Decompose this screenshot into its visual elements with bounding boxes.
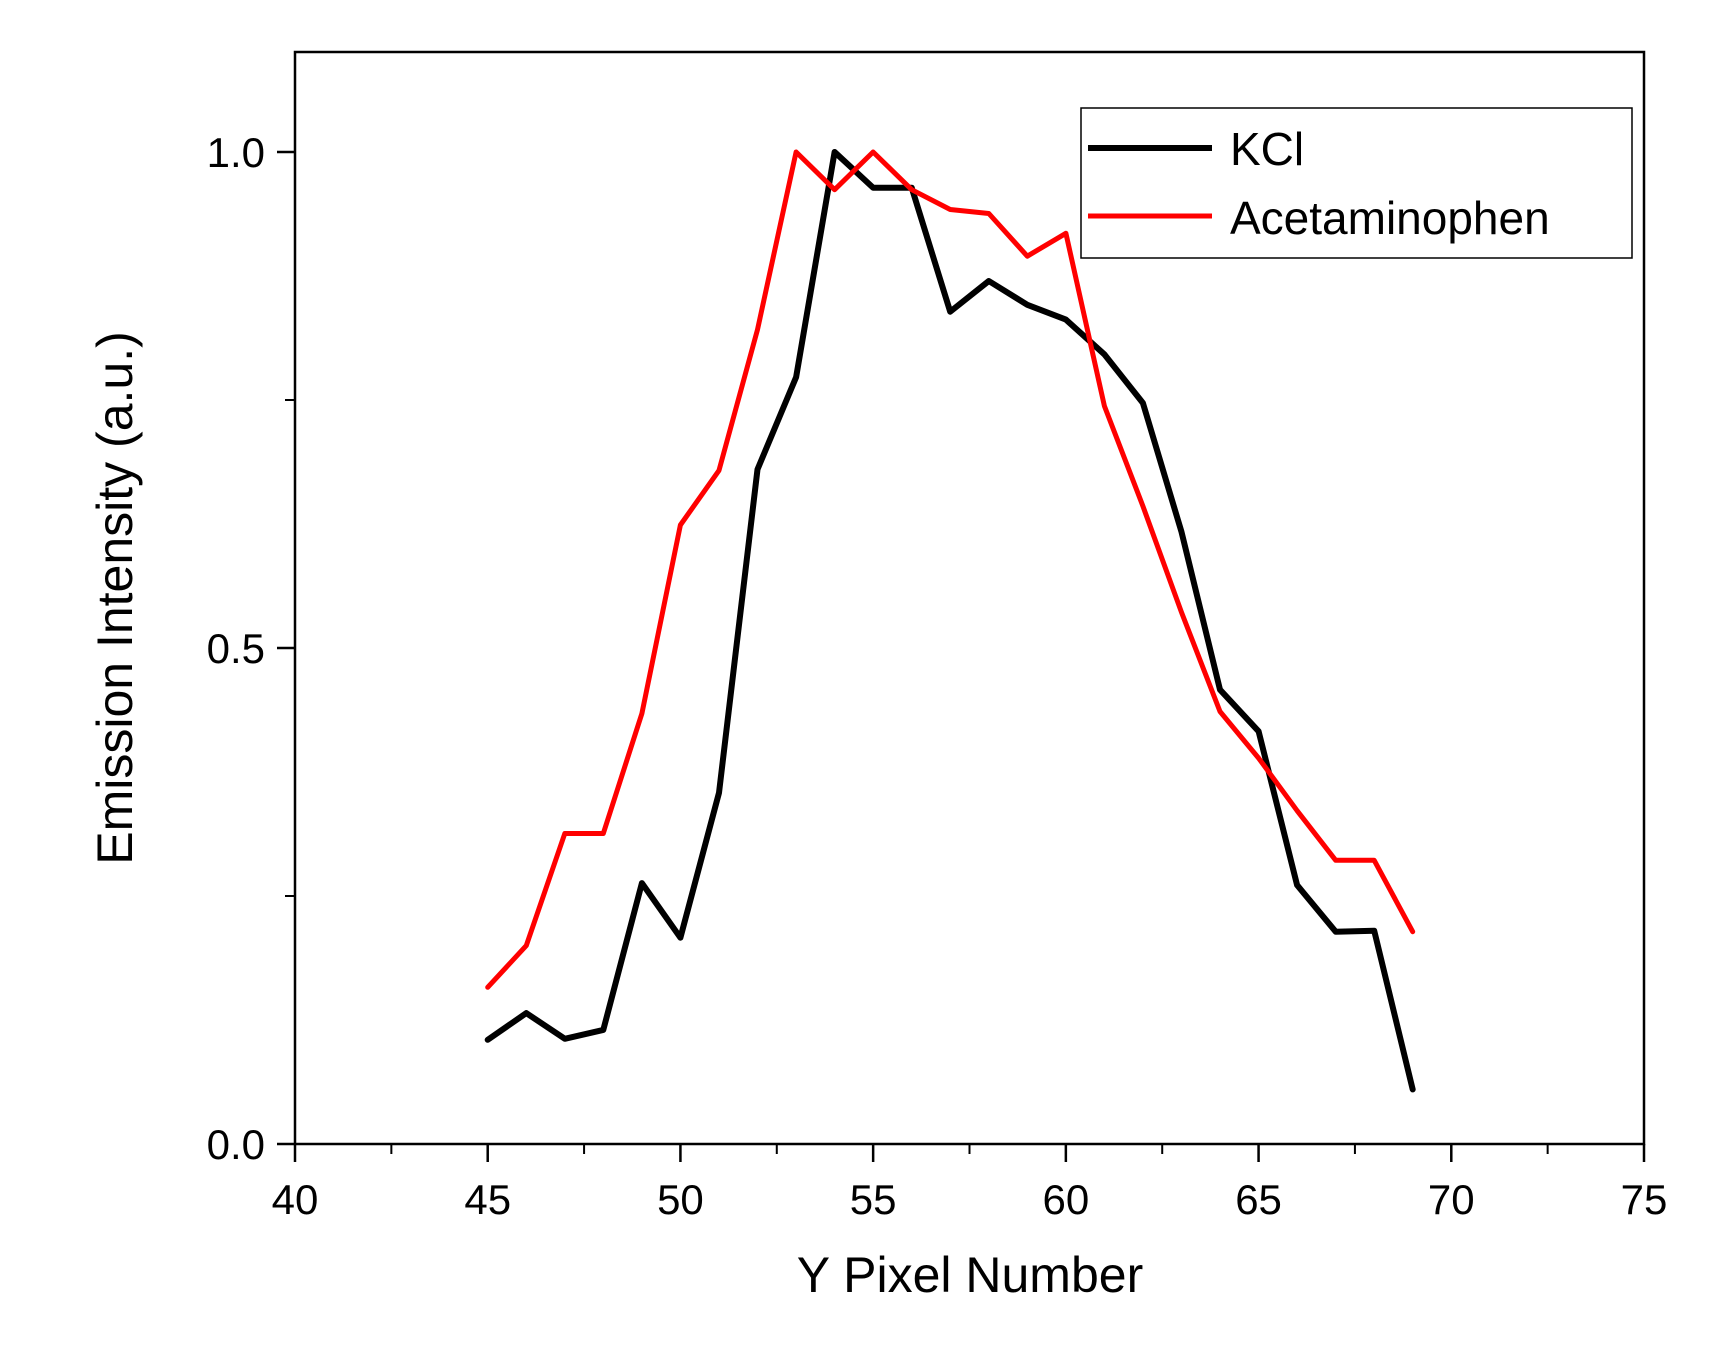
y-axis-tick-labels: 0.0 0.5 1.0 xyxy=(207,129,265,1168)
x-tick-label-50: 50 xyxy=(657,1176,704,1223)
x-axis-title: Y Pixel Number xyxy=(797,1247,1143,1303)
x-axis-ticks xyxy=(293,1144,1646,1162)
series-lines xyxy=(484,149,1416,1093)
legend: KCl Acetaminophen xyxy=(1080,107,1633,259)
x-tick-label-75: 75 xyxy=(1621,1176,1668,1223)
x-tick-label-45: 45 xyxy=(464,1176,511,1223)
x-tick-label-65: 65 xyxy=(1235,1176,1282,1223)
y-tick-label-0-5: 0.5 xyxy=(207,625,265,672)
y-axis-title: Emission Intensity (a.u.) xyxy=(87,331,143,865)
x-tick-label-55: 55 xyxy=(850,1176,897,1223)
series-line-acetaminophen xyxy=(485,149,1416,990)
legend-label-acetaminophen: Acetaminophen xyxy=(1230,192,1550,244)
legend-label-kcl: KCl xyxy=(1230,123,1304,175)
x-tick-label-60: 60 xyxy=(1042,1176,1089,1223)
legend-box xyxy=(1080,107,1633,259)
y-tick-label-0: 0.0 xyxy=(207,1121,265,1168)
x-axis-tick-labels: 40 45 50 55 60 65 70 75 xyxy=(272,1176,1668,1223)
x-tick-label-70: 70 xyxy=(1428,1176,1475,1223)
series-line-kcl xyxy=(484,149,1416,1093)
y-tick-label-1: 1.0 xyxy=(207,129,265,176)
x-tick-label-40: 40 xyxy=(272,1176,319,1223)
y-axis-ticks xyxy=(277,150,295,1146)
